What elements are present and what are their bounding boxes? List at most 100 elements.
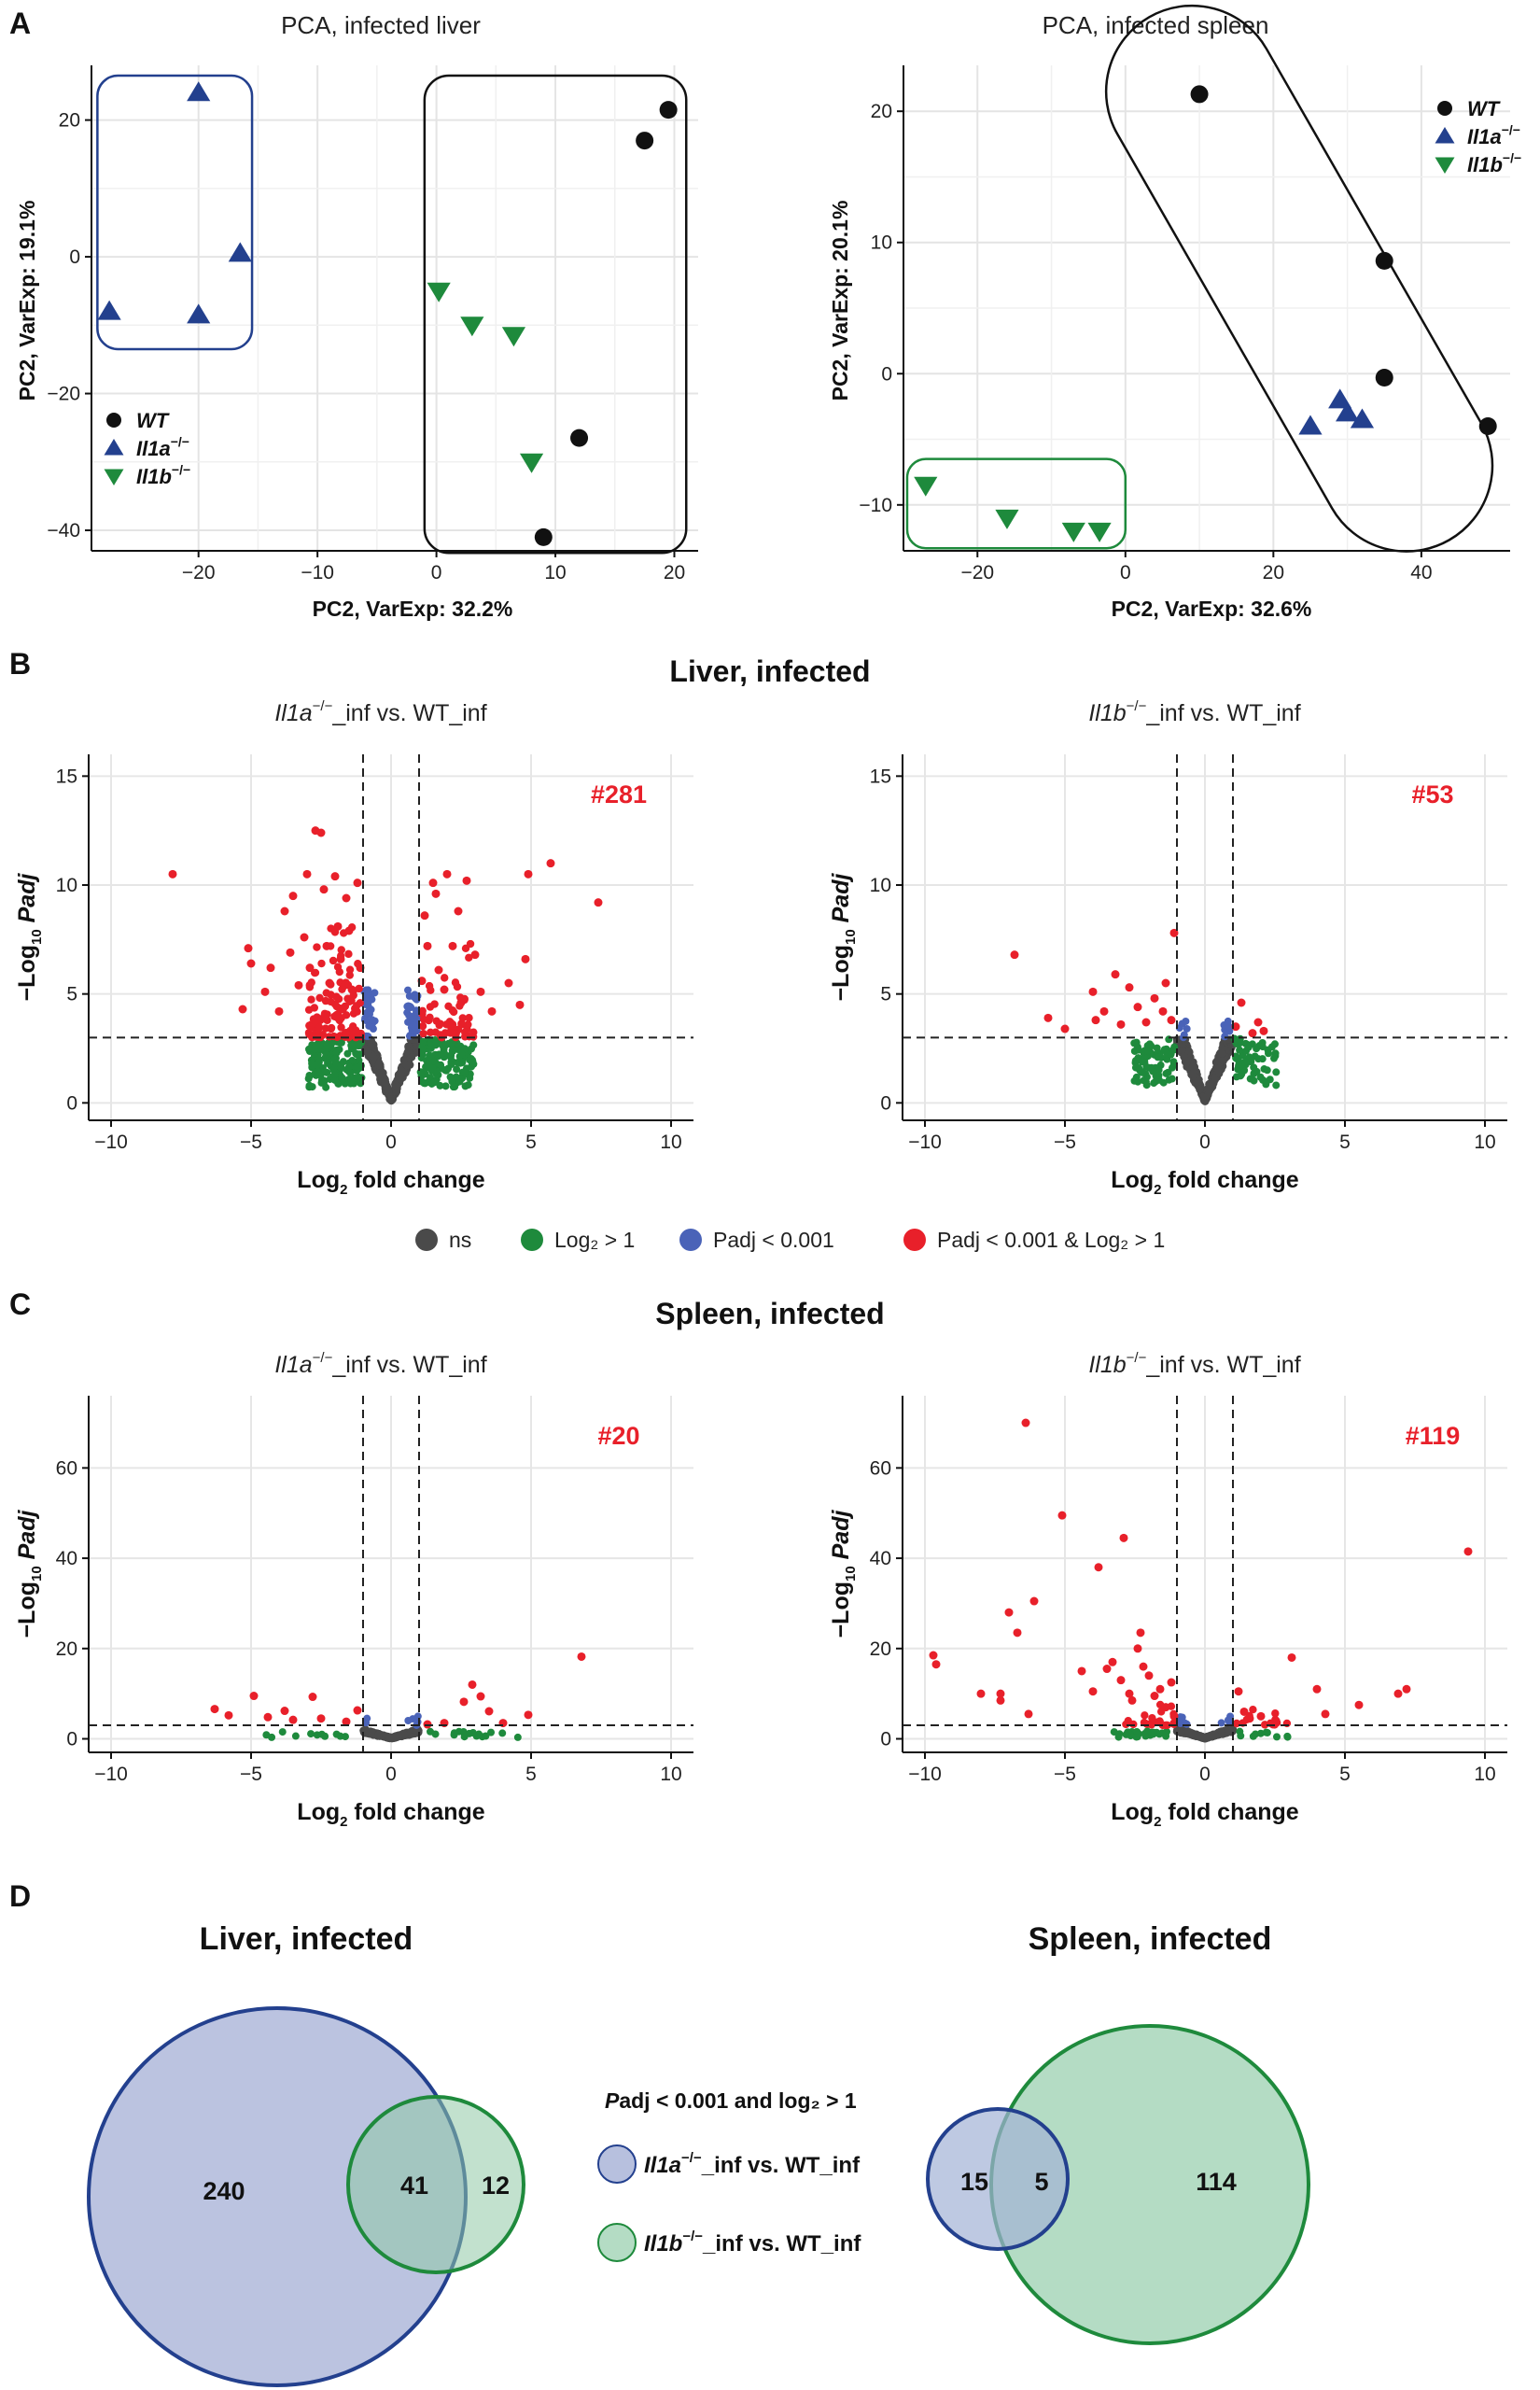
volcano-liver-il1a-point-padj — [404, 986, 413, 994]
volcano-liver-il1a-point-sig — [456, 998, 466, 1007]
liver-volcano-left-subtitle: Il1a−/−_inf vs. WT_inf — [274, 698, 486, 726]
pca-liver-point-wt — [534, 527, 553, 546]
volcano-liver-il1a-point-log2 — [455, 1077, 464, 1086]
volcano-spleen-il1b-x-tick-label: −5 — [1054, 1764, 1076, 1785]
volcano-spleen-il1b-point-log2 — [1135, 1730, 1143, 1738]
volcano-liver-il1b-point-ns — [1207, 1081, 1216, 1090]
pca-spleen-y-tick-label: −10 — [859, 495, 892, 516]
panel-letter-b: B — [9, 647, 31, 681]
volcano-liver-il1b-point-sig — [1259, 1026, 1268, 1035]
pca-spleen-legend-label: WT — [1467, 97, 1501, 120]
volcano-liver-il1b-point-log2 — [1134, 1077, 1142, 1086]
volcano-spleen-il1b-point-sig — [1136, 1628, 1145, 1638]
volcano-liver-il1a-point-sig — [330, 872, 340, 881]
volcano-liver-il1a-point-sig — [462, 876, 471, 885]
volcano-liver-il1a-point-ns — [383, 1084, 391, 1092]
volcano-liver-il1b-point-ns — [1211, 1076, 1219, 1084]
volcano-liver-il1a-point-log2 — [322, 1083, 330, 1091]
volcano-liver-il1b-point-sig — [1088, 987, 1098, 996]
pca-liver-x-tick-label: 0 — [431, 562, 442, 583]
volcano-liver-il1a-point-sig — [319, 885, 329, 894]
volcano-liver-il1b: −10 −5 0 5 10 0 5 10 15 #53 Log2 fold change −Log10… — [828, 754, 1507, 1198]
volcano-liver-il1a-point-sig — [302, 869, 312, 879]
volcano-liver-il1a-point-padj — [363, 990, 371, 998]
volcano-liver-il1a-point-log2 — [460, 1069, 469, 1077]
pca-liver-legend-marker — [104, 439, 124, 456]
volcano-spleen-il1b-point-sig — [1029, 1596, 1039, 1606]
venn-liver-only-b: 12 — [482, 2172, 510, 2200]
pca-liver-point-il1b — [501, 327, 526, 347]
volcano-liver-il1a-point-sig — [546, 859, 555, 868]
volcano-liver-il1a-point-sig — [431, 1028, 440, 1036]
volcano-legend-swatch — [415, 1229, 438, 1251]
volcano-spleen-il1b-point-sig — [1150, 1692, 1159, 1701]
pca-spleen-legend-marker — [1435, 127, 1455, 144]
pca-spleen-title: PCA, infected spleen — [1043, 11, 1269, 39]
volcano-liver-il1b-point-sig — [1158, 1006, 1168, 1016]
volcano-liver-il1a-point-sig — [347, 985, 357, 994]
pca-liver-point-il1b — [519, 453, 544, 473]
volcano-liver-il1a-point-log2 — [323, 1042, 331, 1050]
volcano-spleen-il1a-point-sig — [342, 1717, 351, 1726]
volcano-liver-il1a-point-sig — [470, 950, 480, 960]
volcano-spleen-il1a-point-padj — [409, 1715, 417, 1723]
volcano-spleen-il1a-point-sig — [210, 1705, 219, 1714]
volcano-spleen-il1a-point-sig — [288, 1715, 298, 1724]
volcano-liver-il1b-point-log2 — [1250, 1076, 1258, 1085]
pca-liver-point-il1b — [460, 316, 484, 337]
volcano-spleen-il1b-y-tick-label: 0 — [880, 1728, 891, 1750]
volcano-liver-il1a-point-log2 — [305, 1081, 314, 1090]
volcano-spleen-il1b-x-tick-label: 5 — [1339, 1764, 1351, 1785]
volcano-liver-il1b-point-log2 — [1142, 1073, 1151, 1081]
pca-liver-xlabel: PC2, VarExp: 32.2% — [313, 597, 513, 621]
volcano-liver-il1b-y-tick-label: 10 — [870, 875, 891, 896]
volcano-liver-il1a-point-sig — [426, 1003, 435, 1011]
venn-legend-il1a-label: Il1a−/−_inf vs. WT_inf — [644, 2150, 861, 2178]
pca-spleen-point-il1a — [1350, 408, 1375, 429]
volcano-liver-il1a-point-sig — [431, 889, 441, 898]
volcano-liver-il1a-point-log2 — [446, 1053, 455, 1061]
volcano-spleen-il1a-point-log2 — [307, 1730, 315, 1738]
pca-spleen-x-tick-label: −20 — [960, 562, 994, 583]
volcano-liver-il1b-point-log2 — [1152, 1072, 1160, 1080]
volcano-spleen-il1b-point-log2 — [1249, 1732, 1257, 1740]
volcano-liver-il1a-point-sig — [260, 987, 270, 996]
volcano-liver-il1b-point-sig — [1237, 998, 1246, 1007]
pca-liver-point-il1a — [228, 242, 252, 262]
volcano-spleen-il1a-y-label: −Log10 Padj — [14, 1510, 45, 1638]
volcano-liver-il1a-point-padj — [368, 1016, 376, 1024]
volcano-legend-label: Padj < 0.001 — [713, 1228, 834, 1252]
volcano-spleen-il1b-point-sig — [1108, 1657, 1117, 1666]
volcano-spleen-il1b-point-sig — [1271, 1709, 1280, 1718]
pca-spleen-xlabel: PC2, VarExp: 32.6% — [1112, 597, 1312, 621]
volcano-liver-il1b-x-tick-label: −10 — [908, 1132, 942, 1153]
volcano-liver-il1a-point-sig — [461, 1033, 469, 1041]
volcano-liver-il1b-point-sig — [1253, 1018, 1263, 1027]
volcano-liver-il1a-x-tick-label: 0 — [385, 1132, 397, 1153]
volcano-spleen-il1b-y-tick-label: 60 — [870, 1457, 891, 1479]
volcano-spleen-il1b-sig-count: #119 — [1406, 1422, 1461, 1450]
volcano-liver-il1b-point-sig — [1169, 928, 1179, 937]
volcano-liver-il1b-point-log2 — [1163, 1055, 1171, 1063]
volcano-liver-il1a-point-log2 — [431, 1035, 440, 1044]
volcano-spleen-il1b-point-sig — [1144, 1671, 1154, 1680]
volcano-liver-il1a-point-sig — [345, 971, 354, 979]
volcano-liver-il1a-point-log2 — [438, 1041, 446, 1049]
volcano-liver-il1a-point-log2 — [444, 1064, 453, 1073]
volcano-liver-il1b-point-log2 — [1154, 1053, 1162, 1061]
volcano-liver-il1a-point-ns — [392, 1088, 401, 1096]
volcano-liver-il1a-point-sig — [436, 1019, 444, 1028]
volcano-liver-il1a-point-log2 — [308, 1060, 316, 1068]
volcano-liver-il1a-point-sig — [310, 1004, 319, 1012]
volcano-spleen-il1a-x-tick-label: −10 — [94, 1764, 128, 1785]
venn-liver-both: 41 — [400, 2172, 428, 2200]
volcano-liver-il1a-point-sig — [322, 941, 331, 950]
volcano-liver-il1a-point-sig — [334, 994, 343, 1004]
pca-spleen-legend-label: Il1a−/− — [1467, 122, 1520, 148]
volcano-spleen-il1a-x-tick-label: −5 — [240, 1764, 262, 1785]
volcano-spleen-il1a-point-ns — [385, 1734, 393, 1742]
pca-spleen-point-il1b — [995, 509, 1019, 529]
volcano-liver-il1b-point-log2 — [1159, 1078, 1168, 1087]
volcano-liver-il1a-point-sig — [313, 943, 321, 951]
